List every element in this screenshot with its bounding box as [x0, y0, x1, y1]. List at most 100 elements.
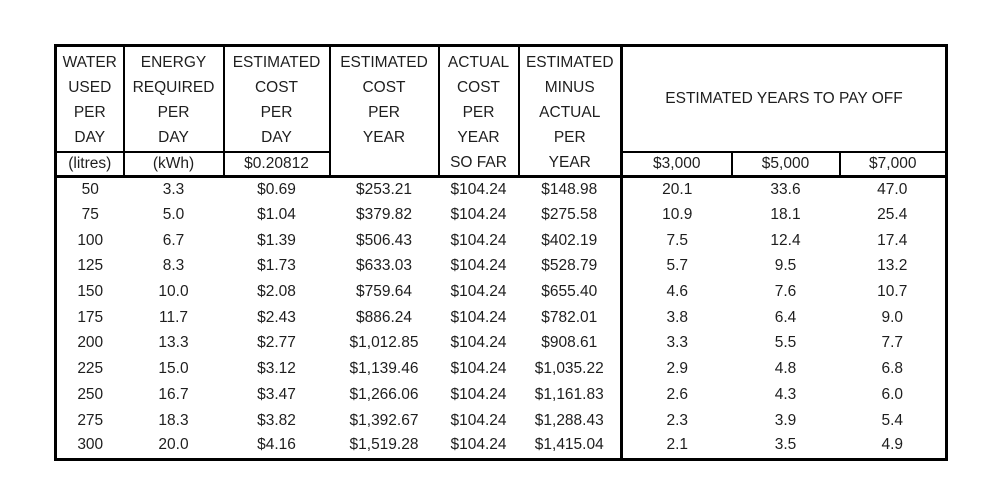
cell-payoff-3000: 2.9 [666, 360, 689, 378]
cell-payoff-5000: 5.5 [774, 334, 797, 352]
header-actual-cost-year-so-far: ACTUAL COST PER YEAR SO FAR [437, 44, 520, 178]
cell-estimated-minus-actual-per-year: $148.98 [518, 176, 623, 203]
cell-payoff-3000: 2.3 [666, 411, 689, 429]
cell-estimated-minus-actual-per-year: $528.79 [518, 253, 623, 280]
cell-water-used-per-day: 200 [77, 334, 104, 352]
subheader-kwh: (kWh) [122, 151, 225, 179]
cell-actual-cost-per-year-so-far: $104.24 [450, 308, 507, 326]
subheader-rate-per-kwh: $0.20812 [222, 151, 331, 179]
cell-estimated-minus-actual-per-year: $1,288.43 [518, 407, 623, 434]
cell-actual-cost-per-year-so-far: $104.24 [450, 257, 507, 275]
cell-payoff-7000: 4.9 [881, 436, 904, 454]
cell-payoff-7000: 6.0 [881, 385, 904, 403]
subheader-payoff-7000: $7,000 [838, 151, 948, 179]
table-row: 225 15.0 $3.12 $1,139.46 $104.24 $1,035.22 2.9… [56, 356, 947, 382]
cell-payoff-5000: 33.6 [770, 181, 801, 199]
cell-energy-required-per-day: 6.7 [162, 231, 185, 249]
cell-water-used-per-day: 300 [77, 436, 104, 454]
cell-payoff-5000: 7.6 [774, 283, 797, 301]
cell-estimated-minus-actual-per-year: $782.01 [518, 304, 623, 331]
cell-payoff-3000: 3.8 [666, 308, 689, 326]
cell-payoff-3000: 4.6 [666, 283, 689, 301]
cell-estimated-cost-per-year: $1,392.67 [349, 411, 419, 429]
cell-payoff-7000: 9.0 [881, 308, 904, 326]
cell-estimated-cost-per-day: $3.12 [257, 360, 296, 378]
table-header: WATER USED PER DAY ENERGY REQUIRED PER D… [54, 44, 948, 179]
cell-payoff-5000: 3.5 [774, 436, 797, 454]
cell-estimated-minus-actual-per-year: $908.61 [518, 330, 623, 357]
cell-estimated-cost-per-day: $0.69 [257, 181, 296, 199]
cell-payoff-3000: 20.1 [662, 181, 693, 199]
cell-estimated-cost-per-year: $886.24 [355, 308, 413, 326]
cell-water-used-per-day: 125 [77, 257, 104, 275]
cell-water-used-per-day: 75 [81, 206, 99, 224]
cell-estimated-minus-actual-per-year: $1,035.22 [518, 356, 623, 382]
table-row: 100 6.7 $1.39 $506.43 $104.24 $402.19 7.5 12.4 1… [56, 227, 947, 254]
cell-estimated-cost-per-year: $506.43 [355, 231, 413, 249]
cell-payoff-5000: 6.4 [774, 308, 797, 326]
cell-payoff-7000: 10.7 [877, 283, 908, 301]
cell-estimated-cost-per-year: $253.21 [355, 181, 413, 199]
header-energy-required: ENERGY REQUIRED PER DAY [122, 44, 225, 154]
subheader-payoff-5000: $5,000 [730, 151, 841, 179]
cell-actual-cost-per-year-so-far: $104.24 [450, 385, 507, 403]
cell-payoff-5000: 4.8 [774, 360, 797, 378]
cell-energy-required-per-day: 18.3 [158, 411, 189, 429]
cell-estimated-cost-per-day: $4.16 [257, 436, 296, 454]
cell-water-used-per-day: 225 [77, 360, 104, 378]
cell-estimated-cost-per-year: $633.03 [355, 257, 413, 275]
cell-actual-cost-per-year-so-far: $104.24 [450, 436, 507, 454]
cell-estimated-minus-actual-per-year: $275.58 [518, 202, 623, 228]
cell-payoff-7000: 25.4 [877, 206, 908, 224]
cell-payoff-7000: 6.8 [881, 360, 904, 378]
cell-energy-required-per-day: 5.0 [162, 206, 185, 224]
water-heating-cost-table: WATER USED PER DAY ENERGY REQUIRED PER D… [54, 44, 949, 461]
cell-payoff-3000: 2.1 [666, 436, 689, 454]
cell-estimated-cost-per-day: $1.04 [257, 206, 296, 224]
subheader-litres: (litres) [54, 151, 125, 179]
cell-actual-cost-per-year-so-far: $104.24 [450, 360, 507, 378]
cell-water-used-per-day: 275 [77, 411, 104, 429]
cell-actual-cost-per-year-so-far: $104.24 [450, 181, 507, 199]
cell-estimated-cost-per-year: $1,012.85 [349, 334, 419, 352]
cell-actual-cost-per-year-so-far: $104.24 [450, 231, 507, 249]
cell-payoff-3000: 2.6 [666, 385, 689, 403]
cell-estimated-cost-per-year: $379.82 [355, 206, 413, 224]
cell-payoff-5000: 12.4 [770, 231, 801, 249]
cell-payoff-5000: 3.9 [774, 411, 797, 429]
cell-water-used-per-day: 150 [77, 283, 104, 301]
cell-estimated-cost-per-day: $1.39 [257, 231, 296, 249]
cell-estimated-cost-per-year: $1,266.06 [349, 385, 419, 403]
header-estimated-cost-day: ESTIMATED COST PER DAY [222, 44, 331, 154]
cell-water-used-per-day: 100 [77, 231, 104, 249]
table-row: 75 5.0 $1.04 $379.82 $104.24 $275.58 10.9 18.1 2… [56, 202, 947, 228]
cell-energy-required-per-day: 3.3 [162, 181, 185, 199]
cell-payoff-5000: 4.3 [774, 385, 797, 403]
cell-energy-required-per-day: 15.0 [158, 360, 189, 378]
cell-payoff-3000: 3.3 [666, 334, 689, 352]
table-body: 50 3.3 $0.69 $253.21 $104.24 $148.98 20.1 33.6 4… [56, 176, 947, 460]
header-water-used: WATER USED PER DAY [54, 44, 125, 154]
cell-water-used-per-day: 50 [81, 181, 99, 199]
cell-estimated-minus-actual-per-year: $1,415.04 [518, 433, 623, 460]
cell-energy-required-per-day: 16.7 [158, 385, 189, 403]
cell-actual-cost-per-year-so-far: $104.24 [450, 206, 507, 224]
cell-payoff-3000: 7.5 [666, 231, 689, 249]
cell-water-used-per-day: 250 [77, 385, 104, 403]
cell-estimated-cost-per-year: $759.64 [355, 283, 413, 301]
cell-energy-required-per-day: 20.0 [158, 436, 189, 454]
cell-estimated-cost-per-day: $1.73 [257, 257, 296, 275]
table-row: 125 8.3 $1.73 $633.03 $104.24 $528.79 5.7 9.5 13… [56, 253, 947, 280]
header-estimated-minus-actual: ESTIMATED MINUS ACTUAL PER YEAR [517, 44, 623, 178]
cell-payoff-5000: 18.1 [770, 206, 801, 224]
cell-estimated-cost-per-day: $2.43 [257, 308, 296, 326]
cell-energy-required-per-day: 11.7 [158, 308, 189, 326]
header-estimated-cost-year: ESTIMATED COST PER YEAR [328, 44, 440, 178]
cell-energy-required-per-day: 10.0 [158, 283, 189, 301]
cell-actual-cost-per-year-so-far: $104.24 [450, 411, 507, 429]
table-row: 50 3.3 $0.69 $253.21 $104.24 $148.98 20.1 33.6 4… [56, 176, 947, 203]
table-row: 175 11.7 $2.43 $886.24 $104.24 $782.01 3.8 6.4 9… [56, 304, 947, 331]
cell-estimated-cost-per-day: $3.82 [257, 411, 296, 429]
header-row-main: WATER USED PER DAY ENERGY REQUIRED PER D… [54, 44, 948, 178]
cell-energy-required-per-day: 13.3 [158, 334, 189, 352]
